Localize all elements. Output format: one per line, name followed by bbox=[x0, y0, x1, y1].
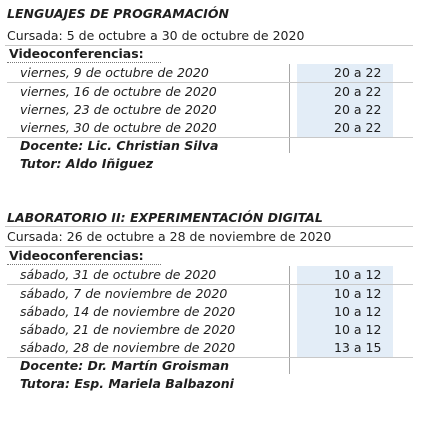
session-date: sábado, 21 de noviembre de 2020 bbox=[20, 322, 236, 337]
label-underline bbox=[7, 62, 161, 63]
session-time: 20 a 22 bbox=[297, 101, 393, 119]
videoconferencias-text: Videoconferencias: bbox=[9, 248, 144, 263]
session-row: sábado, 14 de noviembre de 2020 10 a 12 bbox=[7, 303, 413, 321]
tutor-line: Tutor: Aldo Iñiguez bbox=[7, 155, 413, 173]
session-date: sábado, 31 de octubre de 2020 bbox=[20, 267, 217, 282]
session-row: viernes, 9 de octubre de 2020 20 a 22 bbox=[7, 64, 413, 83]
videoconferencias-text: Videoconferencias: bbox=[9, 46, 144, 61]
session-time: 10 a 12 bbox=[297, 303, 393, 321]
session-row: viernes, 23 de octubre de 2020 20 a 22 bbox=[7, 101, 413, 119]
tutor-line: Tutora: Esp. Mariela Balbazoni bbox=[7, 375, 413, 393]
separator-line bbox=[5, 226, 413, 227]
session-date: sábado, 28 de noviembre de 2020 bbox=[20, 340, 236, 355]
session-date: viernes, 23 de octubre de 2020 bbox=[20, 102, 217, 117]
session-time: 20 a 22 bbox=[297, 119, 393, 137]
session-time: 13 a 15 bbox=[297, 339, 393, 357]
session-time: 20 a 22 bbox=[297, 64, 393, 82]
session-date: viernes, 16 de octubre de 2020 bbox=[20, 84, 217, 99]
docente-line: Docente: Lic. Christian Silva bbox=[7, 137, 413, 155]
docente-text: Docente: Lic. Christian Silva bbox=[20, 138, 219, 153]
session-row: viernes, 30 de octubre de 2020 20 a 22 bbox=[7, 119, 413, 138]
time-column-border bbox=[289, 266, 290, 374]
session-date: sábado, 7 de noviembre de 2020 bbox=[20, 286, 228, 301]
docente-line: Docente: Dr. Martín Groisman bbox=[7, 357, 413, 375]
session-row: sábado, 21 de noviembre de 2020 10 a 12 bbox=[7, 321, 413, 339]
videoconferencias-label: Videoconferencias: bbox=[7, 247, 413, 265]
session-row: viernes, 16 de octubre de 2020 20 a 22 bbox=[7, 83, 413, 101]
cursada-line: Cursada: 5 de octubre a 30 de octubre de… bbox=[5, 27, 413, 46]
cursada-text: Cursada: 5 de octubre a 30 de octubre de… bbox=[7, 28, 305, 43]
videoconferencias-label: Videoconferencias: bbox=[7, 45, 413, 63]
session-date: sábado, 14 de noviembre de 2020 bbox=[20, 304, 236, 319]
tutor-text: Tutor: Aldo Iñiguez bbox=[20, 156, 154, 171]
course-title: LABORATORIO II: EXPERIMENTACIÓN DIGITAL bbox=[7, 210, 323, 225]
cursada-text: Cursada: 26 de octubre a 28 de noviembre… bbox=[7, 229, 332, 244]
session-row: sábado, 28 de noviembre de 2020 13 a 15 bbox=[7, 339, 413, 358]
docente-text: Docente: Dr. Martín Groisman bbox=[20, 358, 230, 373]
cursada-line: Cursada: 26 de octubre a 28 de noviembre… bbox=[5, 228, 413, 247]
session-time: 10 a 12 bbox=[297, 285, 393, 303]
session-time: 10 a 12 bbox=[297, 266, 393, 284]
session-date: viernes, 30 de octubre de 2020 bbox=[20, 120, 217, 135]
session-time: 20 a 22 bbox=[297, 83, 393, 101]
course-title: LENGUAJES DE PROGRAMACIÓN bbox=[7, 6, 229, 21]
tutor-text: Tutora: Esp. Mariela Balbazoni bbox=[20, 376, 234, 391]
session-row: sábado, 31 de octubre de 2020 10 a 12 bbox=[7, 266, 413, 285]
label-underline bbox=[7, 264, 161, 265]
session-row: sábado, 7 de noviembre de 2020 10 a 12 bbox=[7, 285, 413, 303]
session-date: viernes, 9 de octubre de 2020 bbox=[20, 65, 209, 80]
time-column-border bbox=[289, 64, 290, 153]
session-time: 10 a 12 bbox=[297, 321, 393, 339]
